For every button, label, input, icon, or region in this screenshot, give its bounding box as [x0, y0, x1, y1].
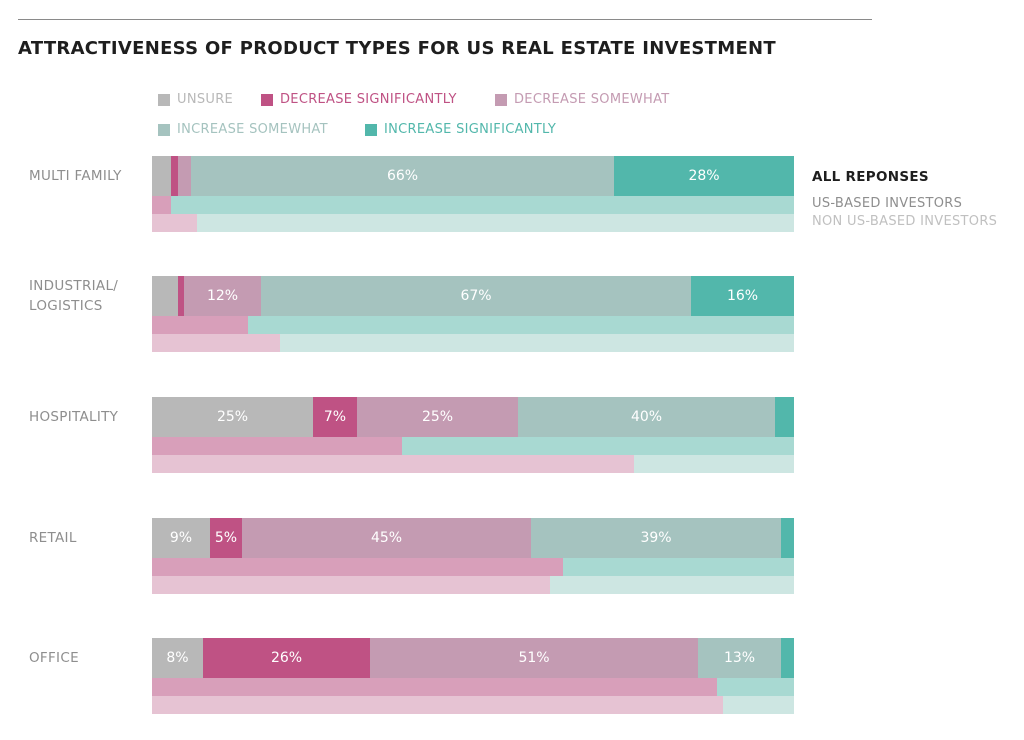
- bar-segment-retail-us-decrease: [152, 558, 563, 576]
- bar-segment-industrial-logistics-us-decrease: [152, 316, 248, 334]
- data-label: 66%: [386, 168, 419, 184]
- bar-segment-multi-family-non-us-decrease: [152, 214, 197, 232]
- legend-swatch-decrease-somewhat: [495, 93, 507, 106]
- bar-segment-retail-increase-somewhat: 39%: [531, 518, 781, 558]
- legend-item-increase-significantly: INCREASE SIGNIFICANTLY: [365, 122, 556, 137]
- row-key-all-responses: ALL REPONSES: [812, 169, 929, 185]
- legend-swatch-increase-significantly: [365, 123, 377, 136]
- legend: UNSURE DECREASE SIGNIFICANTLY DECREASE S…: [158, 92, 718, 146]
- category-label-office: OFFICE: [29, 648, 144, 668]
- bar-segment-office-us-increase: [717, 678, 794, 696]
- bar-segment-industrial-logistics-decrease-somewhat: 12%: [184, 276, 261, 316]
- bar-segment-hospitality-non-us-increase: [634, 455, 794, 473]
- data-label: 67%: [460, 288, 492, 304]
- bar-segment-retail-decrease-significantly: 5%: [210, 518, 242, 558]
- bar-segment-retail-decrease-somewhat: 45%: [242, 518, 531, 558]
- category-label-line: HOSPITALITY: [29, 409, 119, 425]
- row-key-non-us-based: NON US-BASED INVESTORS: [812, 214, 998, 229]
- data-label: 12%: [206, 288, 239, 304]
- bar-segment-office-increase-somewhat: 13%: [698, 638, 781, 678]
- category-label-line: INDUSTRIAL/: [29, 278, 119, 294]
- category-label-line: OFFICE: [29, 650, 79, 666]
- category-label-retail: RETAIL: [29, 528, 144, 548]
- bar-segment-multi-family-unsure: [152, 156, 171, 196]
- bar-segment-office-unsure: 8%: [152, 638, 203, 678]
- top-rule: [18, 19, 872, 20]
- bar-segment-retail-non-us-increase: [550, 576, 794, 594]
- bar-segment-industrial-logistics-decrease-significantly: [178, 276, 184, 316]
- data-label: 16%: [726, 288, 759, 304]
- legend-item-decrease-significantly: DECREASE SIGNIFICANTLY: [261, 92, 457, 107]
- bar-segment-office-increase-significantly: [781, 638, 794, 678]
- legend-label-decrease-somewhat: DECREASE SOMEWHAT: [514, 92, 670, 107]
- category-label-industrial-logistics: INDUSTRIAL/LOGISTICS: [29, 276, 144, 316]
- category-label-line: MULTI FAMILY: [29, 168, 122, 184]
- data-label: 28%: [688, 168, 720, 184]
- bar-segment-multi-family-us-decrease: [152, 196, 171, 214]
- legend-label-decrease-significantly: DECREASE SIGNIFICANTLY: [280, 92, 457, 107]
- bar-segment-industrial-logistics-non-us-increase: [280, 334, 794, 352]
- legend-swatch-unsure: [158, 93, 170, 106]
- bar-segment-hospitality-increase-significantly: [775, 397, 794, 437]
- bar-segment-office-us-decrease: [152, 678, 717, 696]
- legend-swatch-increase-somewhat: [158, 123, 170, 136]
- data-label: 9%: [169, 530, 193, 546]
- data-label: 26%: [270, 650, 303, 666]
- chart-title: ATTRACTIVENESS OF PRODUCT TYPES FOR US R…: [18, 38, 777, 59]
- data-label: 7%: [323, 409, 347, 425]
- legend-item-decrease-somewhat: DECREASE SOMEWHAT: [495, 92, 670, 107]
- bar-segment-multi-family-increase-significantly: 28%: [614, 156, 794, 196]
- legend-label-unsure: UNSURE: [177, 92, 234, 107]
- row-key-us-based: US-BASED INVESTORS: [812, 196, 963, 211]
- data-label: 13%: [723, 650, 756, 666]
- legend-item-unsure: UNSURE: [158, 92, 233, 107]
- bar-segment-industrial-logistics-increase-significantly: 16%: [691, 276, 794, 316]
- bar-segment-retail-us-increase: [563, 558, 794, 576]
- legend-swatch-decrease-significantly: [261, 93, 273, 106]
- data-label: 51%: [518, 650, 550, 666]
- legend-item-increase-somewhat: INCREASE SOMEWHAT: [158, 122, 328, 137]
- bar-segment-multi-family-us-increase: [171, 196, 794, 214]
- category-label-hospitality: HOSPITALITY: [29, 407, 144, 427]
- bar-segment-hospitality-decrease-somewhat: 25%: [357, 397, 518, 437]
- bar-segment-office-decrease-significantly: 26%: [203, 638, 370, 678]
- data-label: 25%: [216, 409, 249, 425]
- bar-segment-industrial-logistics-non-us-decrease: [152, 334, 280, 352]
- data-label: 40%: [630, 409, 663, 425]
- bar-segment-industrial-logistics-unsure: [152, 276, 178, 316]
- bar-segment-industrial-logistics-us-increase: [248, 316, 794, 334]
- data-label: 39%: [640, 530, 672, 546]
- bar-segment-hospitality-us-increase: [402, 437, 794, 455]
- bar-segment-retail-increase-significantly: [781, 518, 794, 558]
- legend-label-increase-significantly: INCREASE SIGNIFICANTLY: [384, 122, 557, 137]
- bar-segment-retail-unsure: 9%: [152, 518, 210, 558]
- category-label-line: LOGISTICS: [29, 298, 103, 314]
- data-label: 25%: [421, 409, 454, 425]
- data-label: 5%: [214, 530, 238, 546]
- data-label: 45%: [370, 530, 403, 546]
- bar-segment-hospitality-non-us-decrease: [152, 455, 634, 473]
- bar-segment-hospitality-decrease-significantly: 7%: [313, 397, 357, 437]
- data-label: 8%: [166, 650, 189, 666]
- bar-segment-hospitality-increase-somewhat: 40%: [518, 397, 775, 437]
- bar-segment-office-non-us-increase: [723, 696, 794, 714]
- bar-segment-industrial-logistics-increase-somewhat: 67%: [261, 276, 691, 316]
- category-label-line: RETAIL: [29, 530, 77, 546]
- bar-segment-office-non-us-decrease: [152, 696, 723, 714]
- category-label-multi-family: MULTI FAMILY: [29, 166, 144, 186]
- bar-segment-multi-family-increase-somewhat: 66%: [191, 156, 614, 196]
- bar-segment-hospitality-us-decrease: [152, 437, 402, 455]
- bar-segment-office-decrease-somewhat: 51%: [370, 638, 698, 678]
- legend-label-increase-somewhat: INCREASE SOMEWHAT: [177, 122, 328, 137]
- bar-segment-retail-non-us-decrease: [152, 576, 550, 594]
- bar-segment-hospitality-unsure: 25%: [152, 397, 313, 437]
- bar-segment-multi-family-decrease-somewhat: [178, 156, 191, 196]
- bar-segment-multi-family-decrease-significantly: [171, 156, 178, 196]
- bar-segment-multi-family-non-us-increase: [197, 214, 794, 232]
